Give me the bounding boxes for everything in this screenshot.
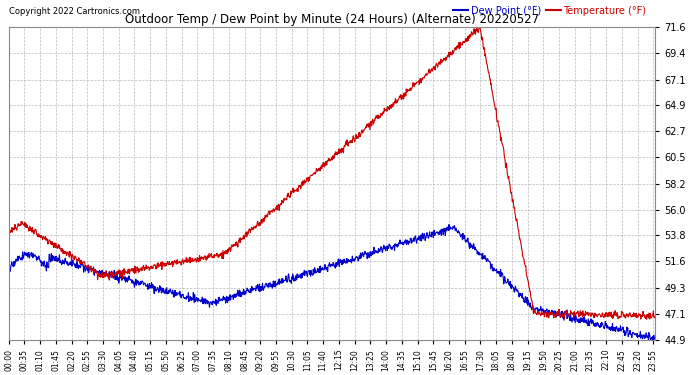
Text: Copyright 2022 Cartronics.com: Copyright 2022 Cartronics.com bbox=[9, 7, 139, 16]
Legend: Dew Point (°F), Temperature (°F): Dew Point (°F), Temperature (°F) bbox=[449, 2, 650, 20]
Title: Outdoor Temp / Dew Point by Minute (24 Hours) (Alternate) 20220527: Outdoor Temp / Dew Point by Minute (24 H… bbox=[125, 13, 539, 26]
